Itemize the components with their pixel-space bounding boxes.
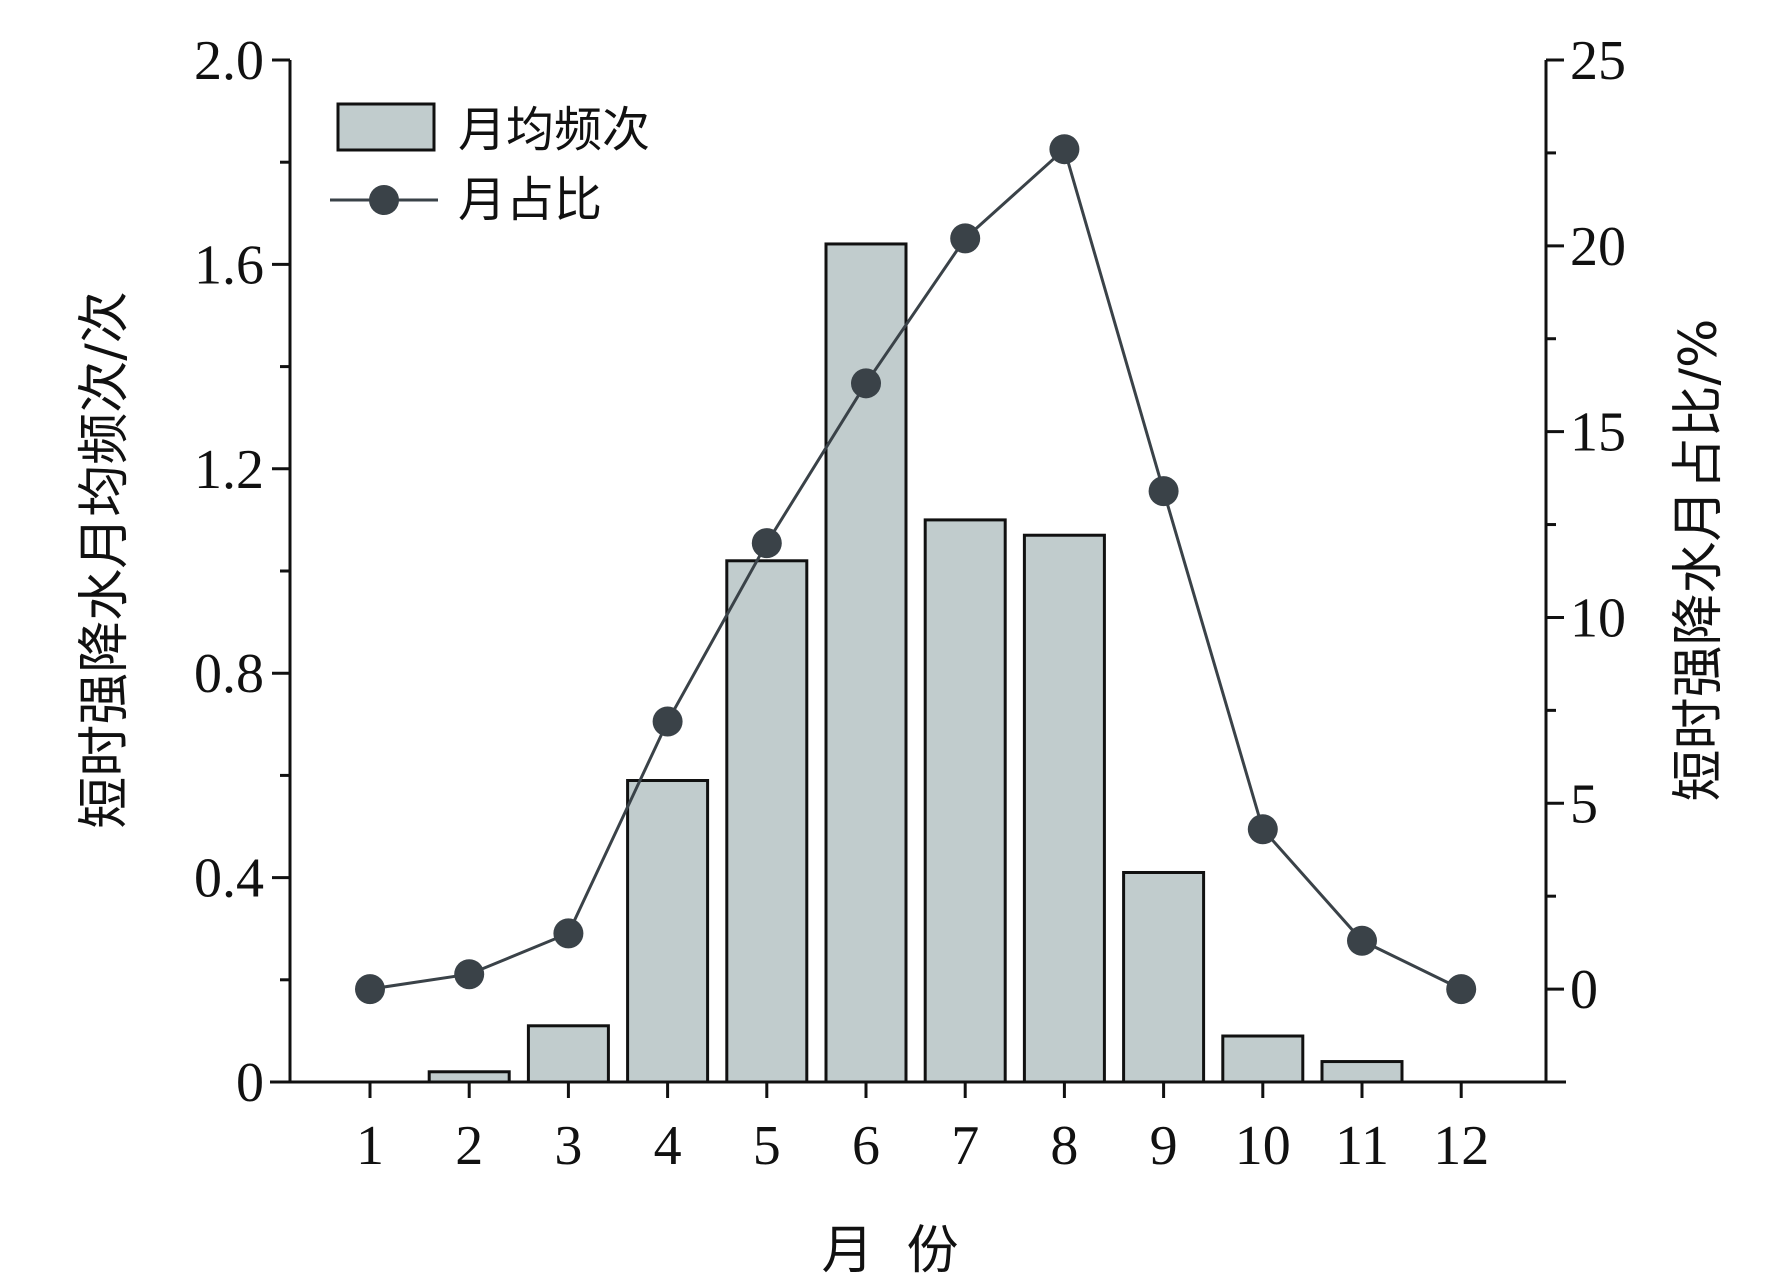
x-tick-label: 9 — [1150, 1115, 1178, 1177]
legend-bar-swatch — [336, 102, 436, 152]
line-point — [950, 223, 981, 254]
y-right-tick-label: 25 — [1570, 30, 1626, 92]
line-series — [355, 134, 1477, 1005]
y-left-tick-label: 0.8 — [194, 643, 264, 705]
x-tick-label: 5 — [753, 1115, 781, 1177]
bar-series — [427, 242, 1404, 1084]
bar — [725, 559, 809, 1084]
x-tick-label: 3 — [554, 1115, 582, 1177]
x-tick-label: 4 — [654, 1115, 682, 1177]
x-tick-label: 12 — [1433, 1115, 1489, 1177]
line-point — [751, 528, 782, 559]
bar — [1320, 1060, 1404, 1084]
x-tick-label: 10 — [1235, 1115, 1291, 1177]
line-point — [1446, 974, 1477, 1005]
y-right-tick-label: 20 — [1570, 216, 1626, 278]
legend-line-marker — [369, 185, 399, 215]
bar — [626, 779, 710, 1084]
x-tick-label: 6 — [852, 1115, 880, 1177]
x-tick-label: 11 — [1335, 1115, 1389, 1177]
line-point — [553, 918, 584, 949]
y-axis-left-title: 短时强降水月均频次/次 — [75, 291, 135, 829]
x-tick-label: 1 — [356, 1115, 384, 1177]
x-tick-label: 7 — [951, 1115, 979, 1177]
line-point — [1247, 814, 1278, 845]
y-axis-right-title: 短时强降水月占比/% — [1669, 319, 1729, 802]
y-left-tick-label: 0 — [236, 1052, 264, 1114]
series-line — [369, 146, 1462, 991]
legend-line-label: 月占比 — [458, 172, 602, 228]
bar — [526, 1024, 610, 1084]
line-point — [1049, 134, 1080, 165]
y-right-tick-label: 10 — [1570, 587, 1626, 649]
bar — [1221, 1034, 1305, 1084]
y-left-tick-label: 2.0 — [194, 30, 264, 92]
y-right-tick-label: 0 — [1570, 959, 1598, 1021]
bar — [1122, 870, 1206, 1084]
legend: 月均频次 月占比 — [330, 102, 650, 228]
y-left-tick-label: 0.4 — [194, 848, 264, 910]
axes — [270, 58, 1566, 1098]
bar — [1022, 533, 1106, 1084]
line-point — [851, 368, 881, 399]
y-right-tick-label: 5 — [1570, 773, 1598, 835]
line-point — [1148, 476, 1179, 507]
line-point — [355, 974, 385, 1005]
line-point — [454, 959, 485, 990]
bar — [923, 518, 1007, 1084]
x-axis-title: 月 份 — [821, 1221, 958, 1281]
line-point — [652, 706, 683, 737]
x-tick-label: 8 — [1050, 1115, 1078, 1177]
y-right-tick-label: 15 — [1570, 402, 1626, 464]
line-point — [1347, 925, 1377, 956]
y-left-tick-label: 1.6 — [194, 234, 264, 296]
y-left-tick-label: 1.2 — [194, 439, 264, 501]
x-tick-label: 2 — [455, 1115, 483, 1177]
bar — [427, 1070, 511, 1084]
legend-bar-label: 月均频次 — [458, 102, 650, 158]
